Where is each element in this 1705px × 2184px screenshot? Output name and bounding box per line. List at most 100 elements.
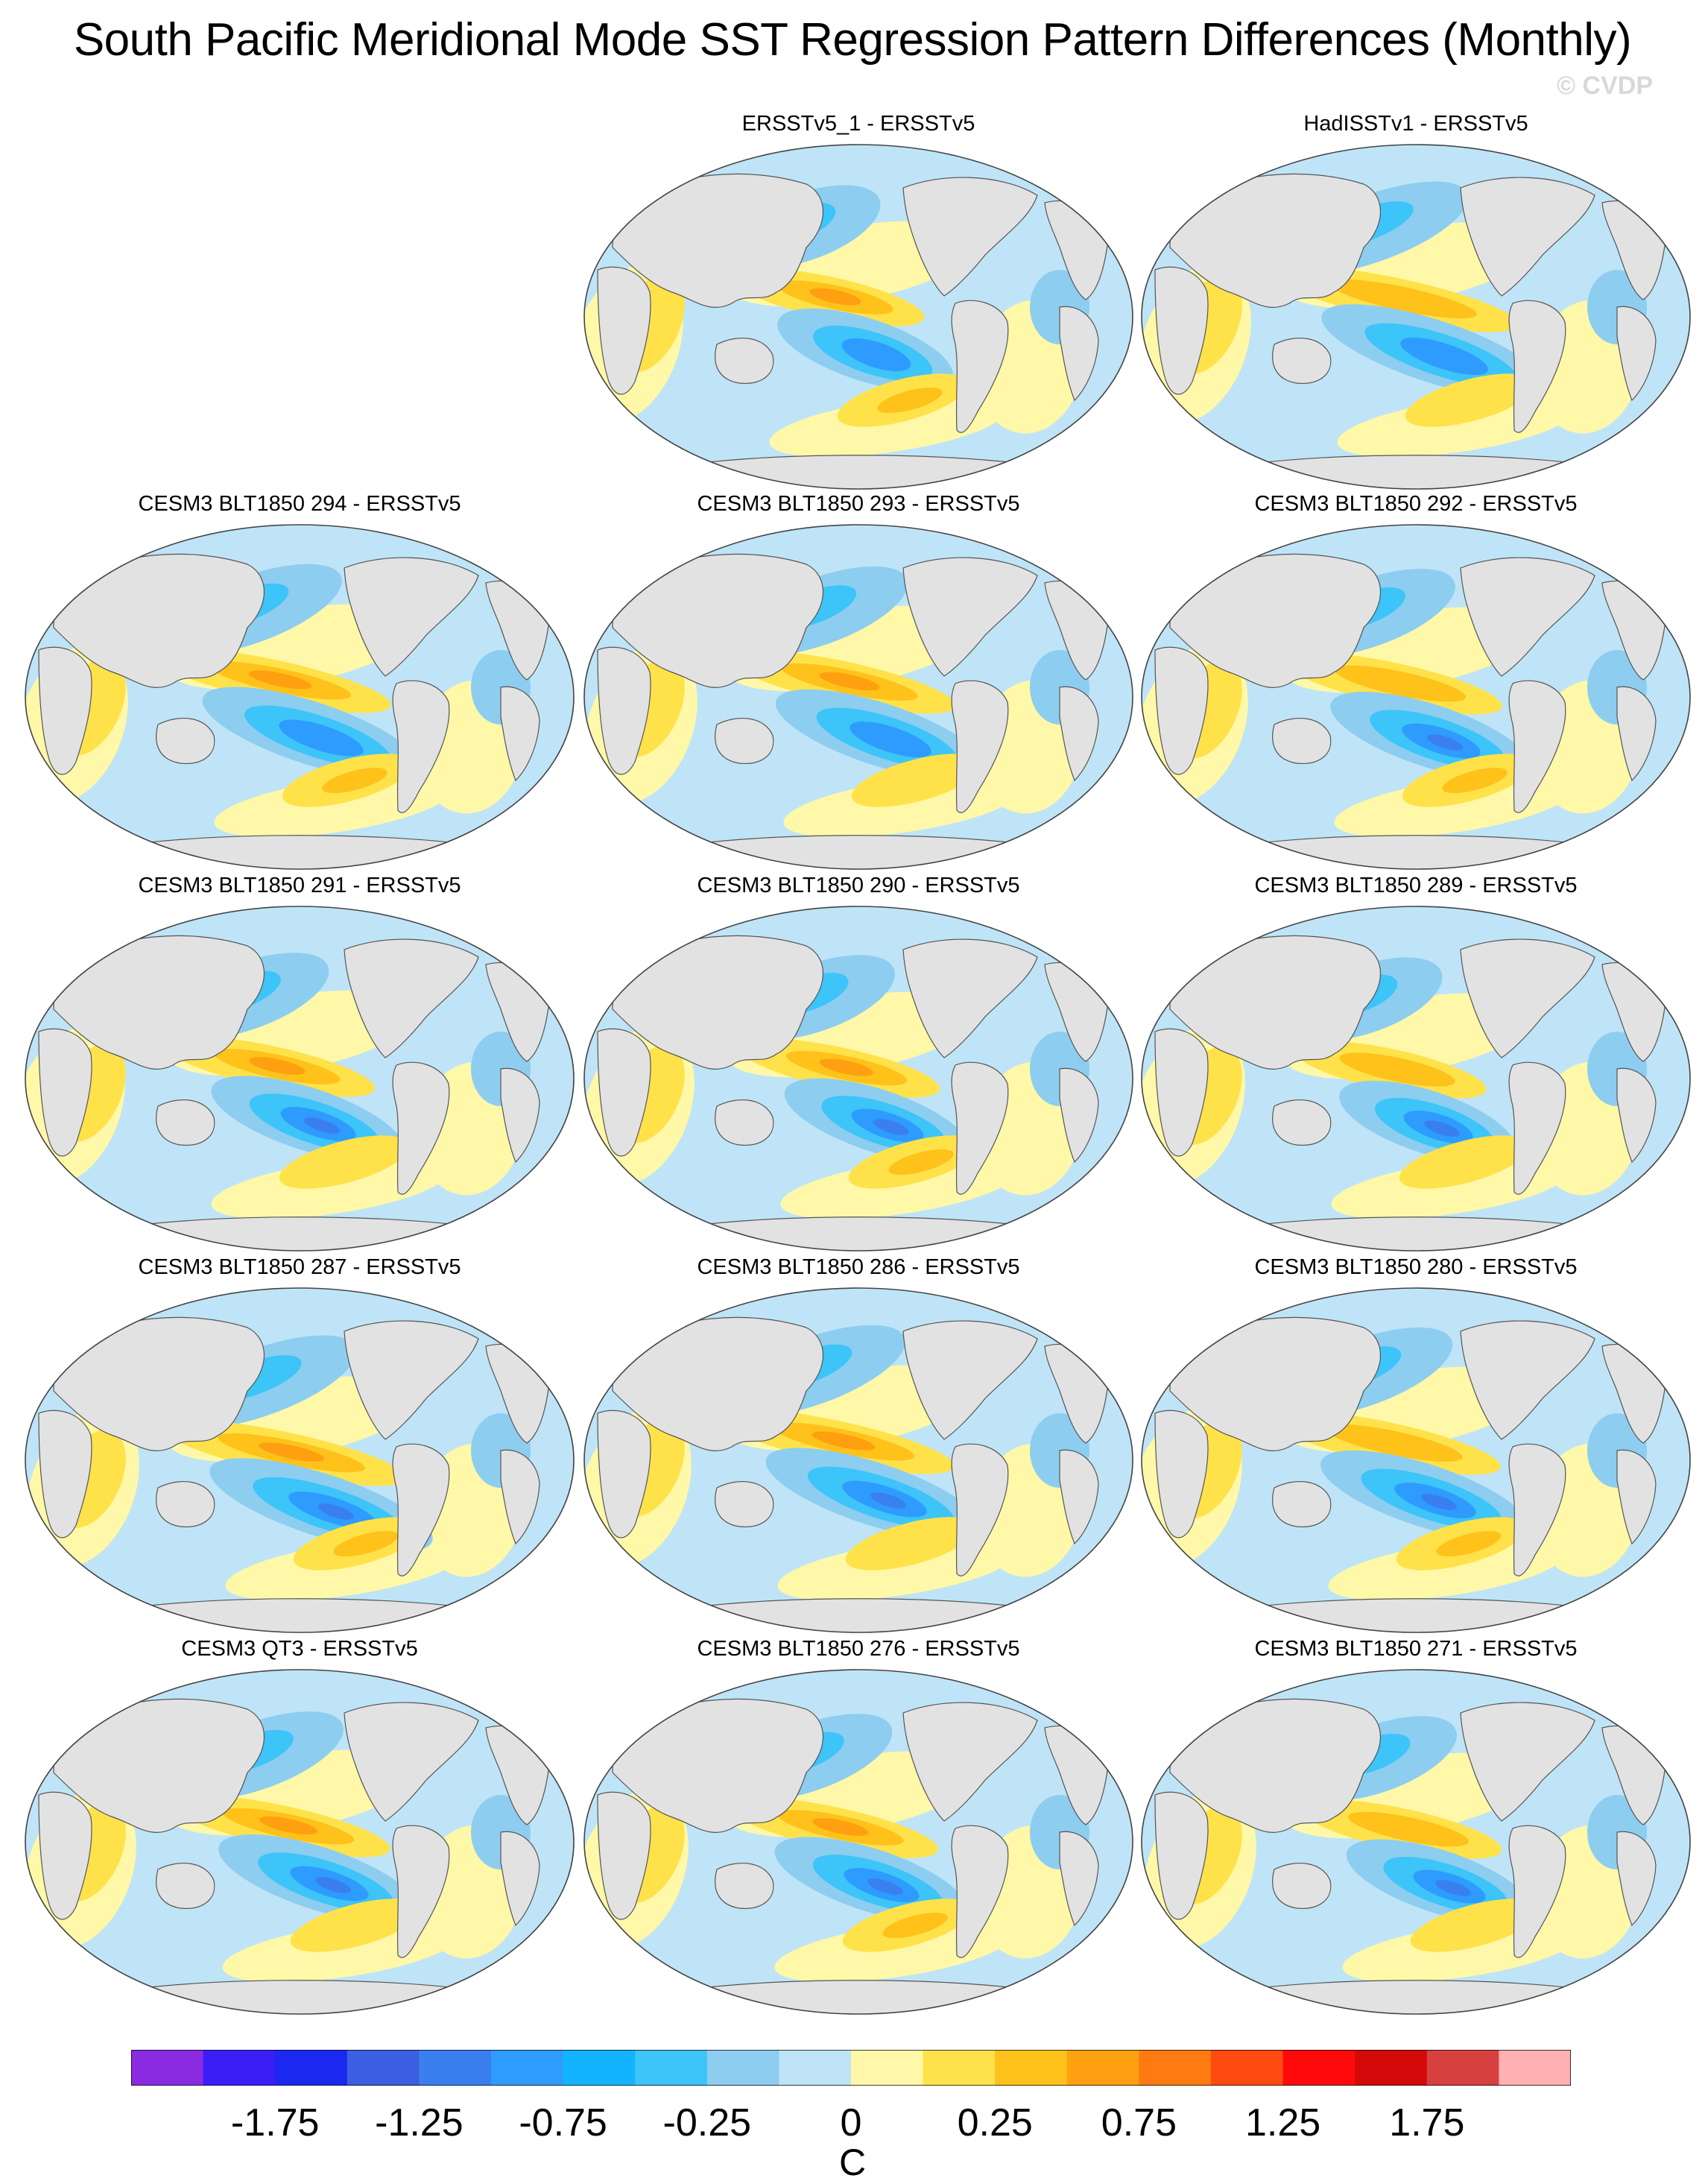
- southeast-pacific-warm-region: [851, 754, 982, 807]
- panel-title: CESM3 BLT1850 286 - ERSSTv5: [697, 1255, 1020, 1279]
- map-panel: CESM3 QT3 - ERSSTv5: [24, 1637, 575, 2017]
- tropical-warm-peak: [812, 1431, 876, 1451]
- tropical-warm-peak: [809, 288, 861, 306]
- map-panel: CESM3 BLT1850 290 - ERSSTv5: [583, 874, 1134, 1254]
- colorbar-swatch: [1282, 2050, 1356, 2086]
- south-america-landmass: [1508, 1061, 1566, 1195]
- panel-title: CESM3 BLT1850 293 - ERSSTv5: [697, 492, 1020, 516]
- south-pacific-cool-peak: [318, 1503, 354, 1520]
- australia-landmass: [156, 1863, 215, 1909]
- southeast-pacific-warm-region: [1410, 1899, 1541, 1952]
- south-pacific-cool-peak: [1424, 1120, 1460, 1137]
- south-america-landmass: [951, 1825, 1009, 1958]
- page-title: South Pacific Meridional Mode SST Regres…: [73, 14, 1632, 66]
- north-america-landmass: [902, 938, 1038, 1058]
- tropical-warm-peak: [819, 1058, 874, 1076]
- southern-ocean-warm-band: [774, 1920, 1011, 1983]
- tropical-warm-core: [1326, 1424, 1463, 1462]
- africa-east-landmass: [1616, 686, 1657, 782]
- asia-landmass: [612, 1698, 823, 1833]
- colorbar-tick-label: 0: [840, 2101, 862, 2144]
- colorbar-swatch: [1211, 2050, 1284, 2086]
- africa-east-landmass: [500, 1831, 540, 1927]
- map-outline: [25, 1287, 575, 1633]
- south-pacific-cool-peak: [1421, 1494, 1457, 1510]
- africa-east-landmass: [500, 1067, 540, 1164]
- sst-difference-map: [1141, 906, 1691, 1252]
- map-panel: CESM3 BLT1850 276 - ERSSTv5: [583, 1637, 1134, 2017]
- panel-title: CESM3 BLT1850 292 - ERSSTv5: [1254, 492, 1578, 516]
- colorbar-tick-label: 1.75: [1389, 2101, 1465, 2144]
- north-america-landmass: [1460, 1702, 1595, 1822]
- southeast-pacific-warm-region: [1399, 1135, 1530, 1189]
- north-america-landmass: [1460, 557, 1595, 677]
- south-america-landmass: [1508, 1443, 1566, 1577]
- southern-ocean-warm-band: [1334, 775, 1571, 838]
- north-america-landmass: [902, 1320, 1038, 1440]
- southern-ocean-warm-band: [214, 775, 451, 838]
- tropical-warm-peak: [259, 1442, 324, 1462]
- colorbar-swatch: [706, 2050, 779, 2086]
- sst-difference-map: [25, 1669, 575, 2015]
- africa-east-landmass: [1616, 306, 1657, 402]
- sst-difference-map: [1141, 1669, 1691, 2015]
- north-america-landmass: [902, 177, 1038, 297]
- asia-landmass: [612, 1316, 823, 1451]
- south-america-landmass: [951, 1443, 1009, 1577]
- asia-landmass: [1169, 935, 1381, 1070]
- panel-title: CESM3 BLT1850 294 - ERSSTv5: [138, 492, 461, 516]
- southern-ocean-warm-band: [211, 1157, 448, 1219]
- north-america-landmass: [902, 557, 1038, 677]
- africa-landmass: [597, 1028, 651, 1157]
- africa-landmass: [597, 1791, 651, 1920]
- south-america-landmass: [951, 300, 1009, 433]
- sst-difference-map: [1141, 524, 1691, 870]
- southeast-pacific-warm-core: [877, 387, 943, 414]
- south-pacific-cool-core: [279, 719, 364, 757]
- africa-east-landmass: [1059, 1449, 1099, 1545]
- colorbar-swatch: [635, 2050, 708, 2086]
- colorbar-swatch: [779, 2050, 852, 2086]
- southeast-pacific-warm-core: [882, 1912, 948, 1939]
- sst-difference-map: [583, 144, 1133, 490]
- sst-difference-map: [25, 1287, 575, 1633]
- map-panel: CESM3 BLT1850 287 - ERSSTv5: [24, 1255, 575, 1635]
- tropical-warm-core: [1329, 279, 1477, 319]
- south-america-landmass: [392, 1825, 450, 1958]
- colorbar-swatch: [1499, 2050, 1571, 2086]
- southeast-pacific-warm-core: [322, 767, 388, 794]
- africa-landmass: [1154, 646, 1209, 775]
- colorbar-swatch: [995, 2050, 1068, 2086]
- north-america-landmass: [344, 557, 479, 677]
- colorbar-units: C: [838, 2142, 867, 2183]
- southeast-pacific-warm-core: [1442, 767, 1508, 794]
- tropical-warm-peak: [248, 670, 312, 689]
- colorbar-swatch: [1139, 2050, 1212, 2086]
- australia-landmass: [715, 718, 774, 764]
- colorbar-swatch: [203, 2050, 276, 2086]
- south-pacific-cool-peak: [867, 1878, 903, 1895]
- south-america-landmass: [392, 1061, 450, 1195]
- colorbar-tick-label: 1.25: [1244, 2101, 1321, 2144]
- southeast-pacific-warm-region: [1405, 373, 1536, 427]
- australia-landmass: [715, 1481, 774, 1527]
- africa-landmass: [1154, 1028, 1209, 1157]
- australia-landmass: [715, 338, 774, 384]
- panel-title: CESM3 BLT1850 287 - ERSSTv5: [138, 1255, 461, 1279]
- map-outline: [583, 1287, 1133, 1633]
- africa-east-landmass: [500, 686, 540, 782]
- map-panel: CESM3 BLT1850 294 - ERSSTv5: [24, 492, 575, 872]
- south-america-landmass: [951, 680, 1009, 813]
- africa-landmass: [597, 646, 651, 775]
- asia-landmass: [612, 553, 823, 688]
- map-panel: CESM3 BLT1850 289 - ERSSTv5: [1140, 874, 1692, 1254]
- north-america-landmass: [1460, 938, 1595, 1058]
- colorbar-swatch: [347, 2050, 420, 2086]
- africa-landmass: [597, 1410, 651, 1538]
- colorbar-swatch: [923, 2050, 996, 2086]
- tropical-warm-peak: [249, 1057, 306, 1075]
- africa-landmass: [38, 646, 92, 775]
- africa-east-landmass: [1616, 1831, 1657, 1927]
- panel-title: CESM3 BLT1850 280 - ERSSTv5: [1254, 1255, 1578, 1279]
- sst-difference-map: [583, 1669, 1133, 2015]
